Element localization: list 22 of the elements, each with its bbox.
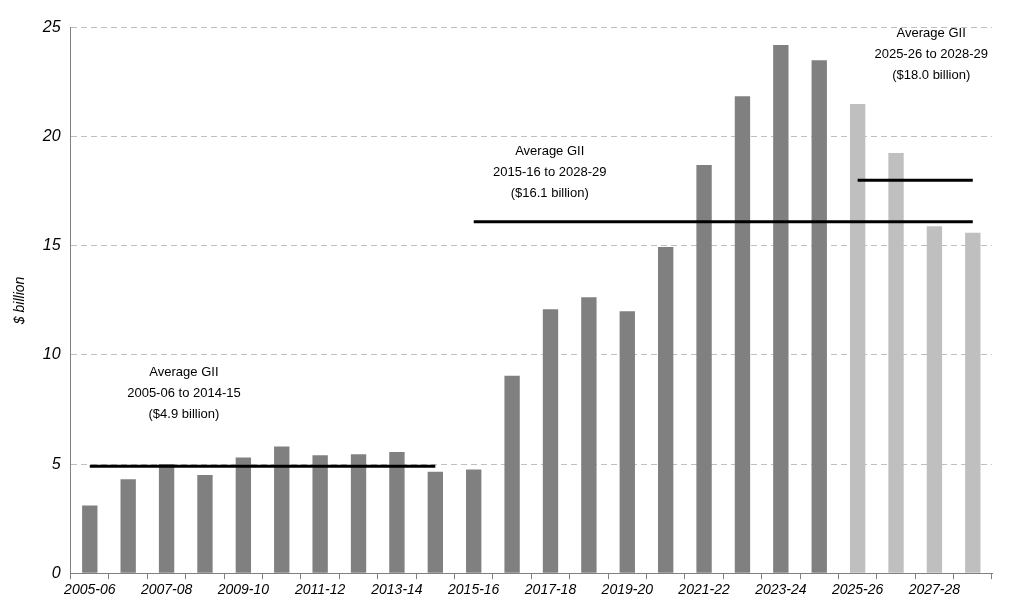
- y-tick-label: 5: [51, 454, 61, 472]
- y-tick-label: 10: [42, 345, 61, 363]
- annotation: Average GII 2025-26 to 2028-29 ($18.0 billion): [874, 25, 988, 83]
- x-tick-label: 2013-14: [370, 581, 423, 598]
- y-tick-label: 15: [42, 236, 61, 254]
- x-tick-label: 2019-20: [600, 581, 654, 598]
- x-tick-label: 2025-26: [830, 581, 884, 598]
- y-tick-label: 20: [41, 127, 61, 145]
- annotation: Average GII 2005-06 to 2014-15 ($4.9 billion): [127, 363, 241, 421]
- x-tick-label: 2015-16: [447, 581, 500, 598]
- x-tick-label: 2027-28: [907, 581, 961, 598]
- x-tick-label: 2007-08: [139, 581, 193, 598]
- x-tick-label: 2023-24: [754, 581, 807, 598]
- x-tick-label: 2021-22: [677, 581, 730, 598]
- x-tick-label: 2017-18: [523, 581, 577, 598]
- y-axis-title: $ billion: [11, 276, 28, 326]
- y-tick-label: 0: [51, 563, 61, 581]
- annotation: Average GII 2015-16 to 2028-29 ($16.1 billion): [492, 142, 607, 200]
- y-tick-label: 25: [41, 18, 61, 36]
- x-tick-label: 2005-06: [63, 581, 116, 598]
- x-tick-label: 2011-12: [293, 581, 346, 598]
- x-tick-label: 2009-10: [216, 581, 270, 598]
